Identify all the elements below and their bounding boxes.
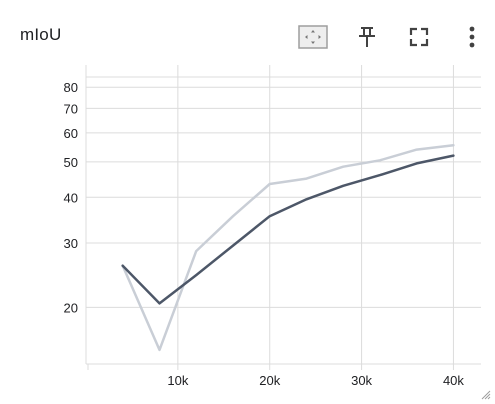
pin-button[interactable] xyxy=(351,21,383,53)
fullscreen-icon xyxy=(409,27,429,47)
y-tick-label: 70 xyxy=(64,101,78,116)
x-tick-label: 10k xyxy=(167,373,188,388)
pin-icon xyxy=(359,27,375,47)
card-title: mIoU xyxy=(20,25,62,44)
fit-domain-button[interactable] xyxy=(297,21,329,53)
fullscreen-button[interactable] xyxy=(403,21,435,53)
series-line-1 xyxy=(121,144,455,352)
y-tick-label: 80 xyxy=(64,80,78,95)
more-vert-icon xyxy=(469,26,475,48)
y-tick-label: 20 xyxy=(64,300,78,315)
y-tick-label: 30 xyxy=(64,236,78,251)
x-tick-label: 20k xyxy=(259,373,280,388)
y-tick-label: 60 xyxy=(64,126,78,141)
more-options-button[interactable] xyxy=(456,21,488,53)
fit-domain-icon xyxy=(298,25,328,49)
x-tick-label: 30k xyxy=(351,373,372,388)
series-line-2 xyxy=(121,154,455,305)
y-tick-label: 50 xyxy=(64,155,78,170)
resize-handle-icon[interactable] xyxy=(481,390,491,400)
x-tick-label: 40k xyxy=(443,373,464,388)
y-tick-label: 40 xyxy=(64,190,78,205)
